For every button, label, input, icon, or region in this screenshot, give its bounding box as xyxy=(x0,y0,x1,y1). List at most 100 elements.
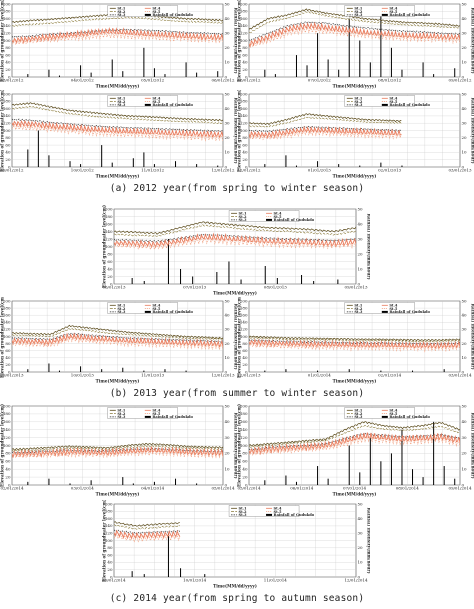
x-tick-label: 02/01/2014 xyxy=(378,373,402,378)
rainfall-bar xyxy=(317,370,319,372)
legend-label: Rainfall of Gudukdo xyxy=(389,310,430,314)
y-tick-label: 0 xyxy=(245,482,248,487)
x-tick-label: 10/01/2014 xyxy=(183,578,207,583)
rainfall-bar xyxy=(131,278,133,284)
y-tick-label: 60 xyxy=(242,348,248,353)
x-tick-label: 05/01/2012 xyxy=(141,78,165,83)
legend-label: St.4 xyxy=(389,97,398,101)
y-tick-label: 180 xyxy=(240,9,248,14)
y2-tick-label: 0 xyxy=(225,482,228,487)
y2-axis-label: Rainfall intensity(mm/hour) xyxy=(367,213,371,279)
rainfall-bar xyxy=(433,421,435,485)
rainfall-bar xyxy=(295,165,297,167)
y2-tick-label: 50 xyxy=(462,403,468,408)
rainfall-bar xyxy=(80,65,82,77)
rainfall-bar xyxy=(132,483,134,485)
legend-box xyxy=(107,407,178,419)
legend-label: St.4 xyxy=(389,409,398,413)
legend-label: St.2 xyxy=(354,10,363,14)
legend-label: St.1 xyxy=(117,7,126,11)
series-line-st5 xyxy=(12,122,223,142)
chart-svg-5: 0 20 40 60 80 100 120 140 160 180 200 0 10 20 30 40 50 06… xyxy=(102,205,371,295)
legend-label: St.3 xyxy=(117,103,126,107)
y2-tick-label: 10 xyxy=(462,355,468,360)
rainfall-bar xyxy=(180,568,182,577)
y-tick-label: 140 xyxy=(105,523,113,528)
legend-label: St.2 xyxy=(117,307,126,311)
y2-tick-label: 30 xyxy=(462,327,468,332)
y2-tick-label: 50 xyxy=(225,91,231,96)
y2-tick-label: 30 xyxy=(225,31,231,36)
y2-tick-label: 20 xyxy=(225,135,231,140)
y2-tick-label: 50 xyxy=(358,206,364,211)
x-tick-label: 07/01/2013 xyxy=(183,285,207,290)
y2-tick-label: 0 xyxy=(462,369,465,374)
x-tick-label: 10/01/2012 xyxy=(71,168,95,173)
y-tick-label: 120 xyxy=(105,531,113,536)
legend-label: St.1 xyxy=(354,304,363,308)
y2-tick-label: 40 xyxy=(462,16,468,21)
y-tick-label: 140 xyxy=(240,320,248,325)
y2-axis-label: Rainfall intensity(mm/hour) xyxy=(471,97,474,163)
y-tick-label: 0 xyxy=(110,281,113,286)
y-tick-label: 200 xyxy=(240,298,248,303)
series-line-st5 xyxy=(12,335,223,350)
legend-label: St.1 xyxy=(117,409,126,413)
chart-panel-5: 0 20 40 60 80 100 120 140 160 180 200 0 10 20 30 40 50 06… xyxy=(102,205,370,297)
rainfall-bar xyxy=(185,370,187,372)
y2-tick-label: 10 xyxy=(462,150,468,155)
legend-label: St.5 xyxy=(274,510,283,514)
y-tick-label: 80 xyxy=(242,341,248,346)
y-tick-label: 200 xyxy=(3,91,11,96)
series-line-st2 xyxy=(114,224,356,237)
rainfall-bar xyxy=(48,155,50,167)
rainfall-bar xyxy=(264,69,266,77)
y-tick-label: 180 xyxy=(3,99,11,104)
rainfall-bar xyxy=(196,483,198,485)
y-axis-label: Elevation of groundwater level(cm) xyxy=(0,297,5,378)
x-tick-label: 12/01/2014 xyxy=(344,578,368,583)
y-tick-label: 80 xyxy=(242,135,248,140)
x-tick-label: 06/01/2014 xyxy=(290,486,314,491)
legend-label: St.3 xyxy=(117,13,126,17)
rainfall-bar xyxy=(217,71,219,77)
y-tick-label: 0 xyxy=(8,164,11,169)
legend-box xyxy=(228,505,300,517)
rainfall-bar xyxy=(175,478,177,485)
legend-box xyxy=(228,210,300,222)
legend-label: St.4 xyxy=(389,7,398,11)
x-tick-label: 09/01/2012 xyxy=(0,168,24,173)
y2-axis-label: Rainfall intensity(mm/hour) xyxy=(367,507,371,573)
x-axis-label: Time(MM/dd/yyyy) xyxy=(333,84,377,89)
chart-panel-4: 0 20 40 60 80 100 120 140 160 180 200 0 10 20 30 40 50 12… xyxy=(237,90,474,180)
series-line-st3 xyxy=(249,432,460,451)
x-tick-label: 04/01/2012 xyxy=(71,78,95,83)
legend-label: St.5 xyxy=(389,307,398,311)
series-line-st2 xyxy=(12,105,223,125)
chart-panel-2: 0 20 40 60 80 100 120 140 160 180 200 0 10 20 30 40 50 06… xyxy=(237,0,474,90)
legend-swatch-rain xyxy=(266,218,273,221)
rainfall-bar xyxy=(380,461,382,485)
rainfall-bar xyxy=(285,369,287,372)
legend-label: Rainfall of Gudukdo xyxy=(389,13,430,17)
rainfall-bar xyxy=(422,477,424,485)
rainfall-bar xyxy=(337,279,339,284)
x-tick-label: 11/01/2012 xyxy=(141,168,165,173)
y-tick-label: 100 xyxy=(240,128,248,133)
chart-panel-10: 0 20 40 60 80 100 120 140 160 180 200 0 10 20 30 40 50 09… xyxy=(102,500,370,590)
y-tick-label: 20 xyxy=(107,567,113,572)
legend-box xyxy=(344,95,415,107)
rainfall-bar xyxy=(348,445,350,485)
rainfall-bar xyxy=(90,480,92,485)
rainfall-bar xyxy=(167,533,169,577)
y-tick-label: 140 xyxy=(3,113,11,118)
x-axis-label: Time(MM/dd/yyyy) xyxy=(96,379,140,384)
y-tick-label: 160 xyxy=(3,106,11,111)
y-tick-label: 40 xyxy=(242,60,248,65)
y-tick-label: 160 xyxy=(105,221,113,226)
legend-box xyxy=(107,302,178,314)
y-tick-label: 80 xyxy=(107,251,113,256)
x-tick-label: 09/01/2014 xyxy=(102,578,126,583)
y2-tick-label: 10 xyxy=(358,266,364,271)
y2-tick-label: 20 xyxy=(225,451,231,456)
